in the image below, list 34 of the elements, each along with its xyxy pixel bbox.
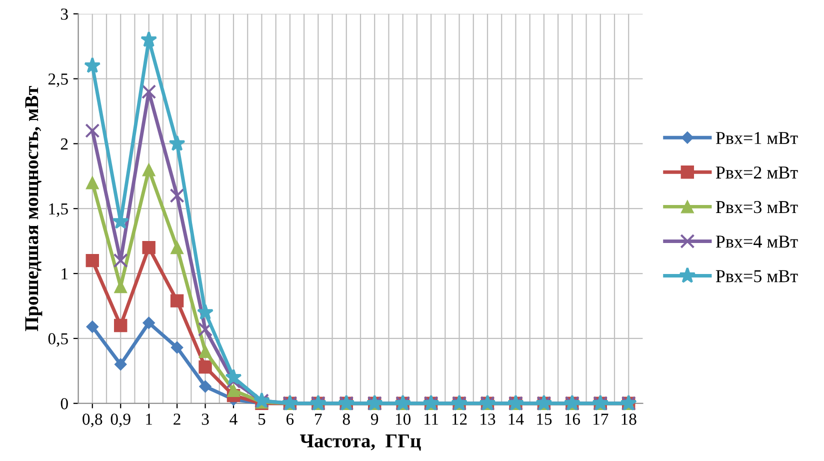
y-axis-title: Прошедшая мощность, мВт — [25, 86, 42, 332]
legend-label: Pвх=3 мВт — [716, 201, 798, 214]
x-tick-label: 3 — [202, 414, 209, 425]
legend-label: Pвх=4 мВт — [716, 236, 798, 248]
x-tick-label: 17 — [594, 414, 608, 425]
x-tick-label: 1 — [146, 414, 152, 425]
x-tick-label: 18 — [622, 414, 636, 425]
x-tick-label: 2 — [174, 414, 180, 425]
x-tick-label: 4 — [230, 414, 238, 425]
x-tick-label: 0,9 — [110, 414, 130, 428]
y-tick-label: 3 — [61, 8, 68, 20]
legend-label: Pвх=2 мВт — [716, 166, 798, 179]
y-tick-label: 1 — [62, 268, 68, 280]
x-axis-title: Частота, ГГц — [300, 434, 421, 451]
x-tick-label: 0,8 — [82, 414, 102, 428]
x-tick-label: 6 — [286, 414, 294, 425]
x-tick-label: 14 — [508, 414, 524, 425]
x-tick-label: 9 — [370, 414, 378, 425]
y-tick-label: 1,5 — [49, 203, 68, 217]
y-tick-label: 2 — [60, 138, 68, 150]
x-tick-label: 7 — [315, 414, 322, 425]
x-tick-label: 12 — [452, 414, 467, 425]
x-tick-label: 8 — [342, 414, 350, 425]
y-tick-label: 2,5 — [48, 74, 68, 88]
x-tick-label: 16 — [565, 414, 580, 425]
x-tick-label: 5 — [258, 414, 266, 425]
legend-label: Pвх=1 мВт — [716, 132, 798, 144]
x-tick-label: 11 — [424, 414, 438, 425]
x-tick-label: 15 — [537, 414, 552, 425]
x-tick-label: 13 — [480, 414, 496, 425]
y-tick-label: 0,5 — [48, 333, 68, 347]
y-tick-label: 0 — [60, 398, 68, 410]
x-tick-label: 10 — [396, 414, 411, 425]
legend-label: Pвх=5 мВт — [716, 270, 798, 282]
